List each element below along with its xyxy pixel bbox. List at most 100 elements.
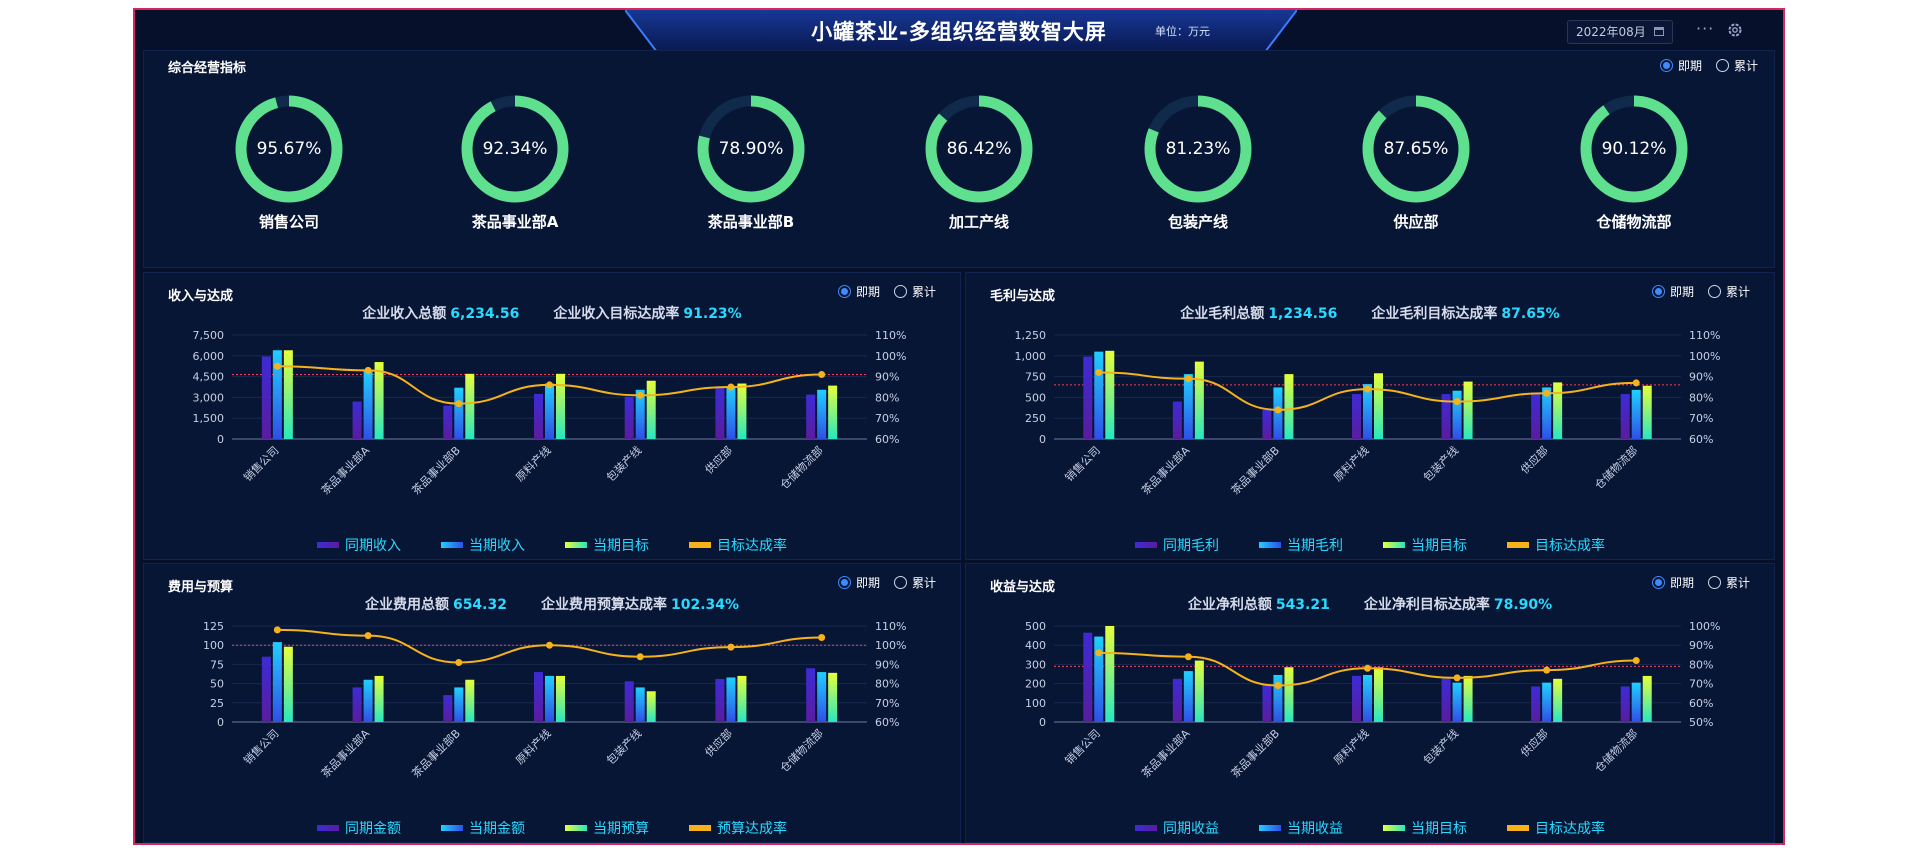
ring-gauge [461, 95, 569, 203]
ring-gauge [235, 95, 343, 203]
rate-point [455, 658, 463, 666]
ring-label: 销售公司 [258, 213, 319, 231]
radio-label: 即期 [1670, 576, 1695, 590]
radio-cumulative[interactable]: 累计 [894, 283, 936, 300]
ring-value: 95.67% [256, 139, 322, 159]
rate-point [546, 641, 553, 649]
legend-item: 当期毛利 [1259, 535, 1343, 555]
bar-cur [545, 675, 554, 722]
radio-cumulative[interactable]: 累计 [1708, 283, 1750, 300]
y-tick-label: 7,500 [193, 329, 225, 342]
more-icon[interactable]: ··· [1696, 19, 1715, 38]
ring-value: 92.34% [482, 139, 548, 159]
date-picker[interactable]: 2022年08月 [1567, 20, 1673, 44]
radio-instant[interactable]: 即期 [1652, 574, 1694, 591]
legend-item: 当期目标 [1383, 818, 1467, 838]
legend-item: 目标达成率 [689, 535, 787, 555]
legend-swatch [1259, 542, 1281, 548]
bar-cur [1542, 682, 1552, 722]
bar-cur [817, 672, 827, 722]
bar-cur [363, 679, 373, 722]
radio-instant[interactable]: 即期 [838, 574, 880, 591]
summary-stats: 企业收入总额 6,234.56 企业收入目标达成率 91.23% [144, 303, 960, 323]
ring-fill [925, 95, 1033, 203]
x-category-label: 销售公司 [1062, 726, 1103, 767]
legend-item: 当期收益 [1259, 818, 1343, 838]
bar-prev [624, 396, 634, 439]
radio-instant[interactable]: 即期 [1652, 283, 1694, 300]
y2-tick-label: 80% [1689, 658, 1713, 671]
bar-target [283, 350, 293, 439]
legend-item: 目标达成率 [1507, 535, 1605, 555]
legend-label: 当期收益 [1287, 821, 1343, 837]
bar-prev [261, 356, 271, 439]
ring-fill [1580, 95, 1688, 203]
bar-prev [534, 393, 543, 439]
stat-value: 654.32 [452, 597, 507, 613]
bar-target [556, 373, 565, 439]
x-category-label: 销售公司 [240, 726, 281, 767]
x-category-label: 茶品事业部B [409, 443, 463, 497]
y-tick-label: 200 [1025, 678, 1046, 691]
bar-target [1553, 382, 1563, 439]
legend-swatch [1135, 825, 1157, 831]
radio-cumulative[interactable]: 累计 [894, 574, 936, 591]
legend-label: 预算达成率 [717, 821, 787, 837]
radio-cumulative[interactable]: 累计 [1716, 57, 1758, 74]
y-tick-label: 1,000 [1015, 350, 1047, 363]
bar-cur [1452, 682, 1462, 722]
date-value: 2022年08月 [1576, 25, 1646, 39]
bar-target [1463, 381, 1473, 439]
radio-label: 累计 [1726, 285, 1751, 299]
x-category-label: 供应部 [1518, 443, 1551, 476]
ring-label: 加工产线 [948, 213, 1009, 231]
radio-dot [894, 285, 908, 298]
ring-label: 仓储物流部 [1596, 213, 1672, 231]
bar-target [1642, 675, 1652, 722]
x-category-label: 包装产线 [603, 443, 644, 484]
ring-gauge [697, 95, 805, 203]
stat-value: 102.34% [670, 597, 740, 613]
y-tick-label: 100 [203, 639, 224, 652]
panel-title: 收益与达成 [990, 580, 1056, 595]
y-tick-label: 100 [1025, 697, 1046, 710]
bar-target [283, 646, 293, 722]
rate-point [1095, 649, 1103, 657]
legend-swatch [565, 542, 587, 548]
radio-cumulative[interactable]: 累计 [1708, 574, 1750, 591]
ring-fill [461, 95, 569, 203]
bar-target [1284, 667, 1294, 722]
bar-cur [1631, 389, 1641, 439]
bar-cur [1273, 674, 1283, 722]
bar-cur [363, 370, 373, 439]
bar-cur [726, 677, 736, 722]
radio-instant[interactable]: 即期 [838, 283, 880, 300]
bar-target [1105, 626, 1115, 722]
bar-target [828, 385, 838, 439]
legend-swatch [1507, 542, 1529, 548]
radio-instant[interactable]: 即期 [1660, 57, 1702, 74]
rate-point [727, 643, 735, 651]
legend-swatch [1259, 825, 1281, 831]
legend-item: 同期金额 [317, 818, 401, 838]
y-tick-label: 500 [1025, 620, 1046, 633]
y-tick-label: 0 [217, 433, 224, 446]
y-tick-label: 3,000 [193, 391, 225, 404]
ring-fill [1144, 95, 1252, 203]
legend-item: 预算达成率 [689, 818, 787, 838]
legend-swatch [317, 542, 339, 548]
rate-point [1543, 389, 1551, 397]
x-category-label: 包装产线 [603, 726, 644, 767]
gear-icon[interactable] [1726, 21, 1744, 39]
panel-title: 费用与预算 [168, 580, 234, 595]
rate-point [1632, 379, 1640, 387]
chart-svg: 010020030040050050%60%70%80%90%100%销售公司茶… [1025, 620, 1720, 780]
bar-prev [1441, 678, 1451, 722]
x-category-label: 茶品事业部A [1138, 443, 1192, 497]
y2-tick-label: 100% [875, 639, 906, 652]
ring-label: 茶品事业部A [471, 213, 559, 231]
x-category-label: 供应部 [702, 443, 735, 476]
y2-tick-label: 100% [875, 350, 906, 363]
bar-cur [454, 387, 464, 439]
